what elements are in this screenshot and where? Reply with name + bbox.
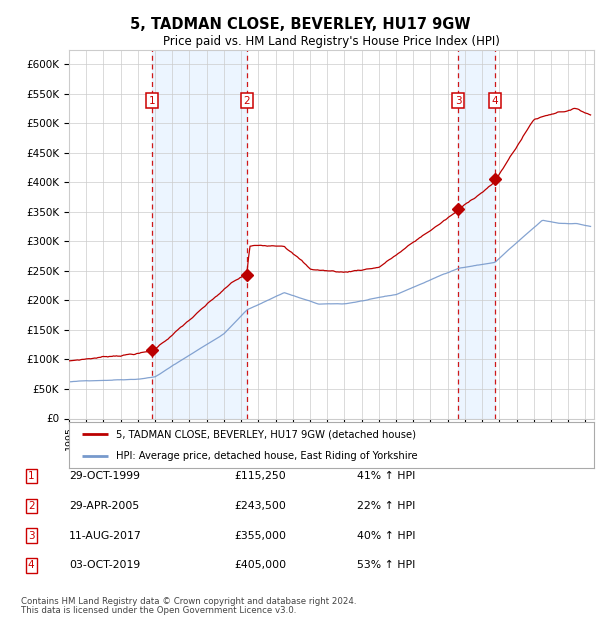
- Text: 53% ↑ HPI: 53% ↑ HPI: [357, 560, 415, 570]
- Text: £405,000: £405,000: [234, 560, 286, 570]
- Text: £243,500: £243,500: [234, 501, 286, 511]
- Bar: [458, 50, 495, 419]
- Text: £355,000: £355,000: [234, 531, 286, 541]
- Text: 11-AUG-2017: 11-AUG-2017: [69, 531, 142, 541]
- Text: 5, TADMAN CLOSE, BEVERLEY, HU17 9GW: 5, TADMAN CLOSE, BEVERLEY, HU17 9GW: [130, 17, 470, 32]
- Text: 2: 2: [28, 501, 35, 511]
- Text: 5, TADMAN CLOSE, BEVERLEY, HU17 9GW (detached house): 5, TADMAN CLOSE, BEVERLEY, HU17 9GW (det…: [116, 429, 416, 439]
- Text: 3: 3: [28, 531, 35, 541]
- Text: £115,250: £115,250: [234, 471, 286, 481]
- Text: 1: 1: [28, 471, 35, 481]
- Bar: [152, 50, 247, 419]
- Text: 1: 1: [149, 95, 155, 105]
- Text: This data is licensed under the Open Government Licence v3.0.: This data is licensed under the Open Gov…: [21, 606, 296, 615]
- Text: 41% ↑ HPI: 41% ↑ HPI: [357, 471, 415, 481]
- Text: 29-OCT-1999: 29-OCT-1999: [69, 471, 140, 481]
- Text: HPI: Average price, detached house, East Riding of Yorkshire: HPI: Average price, detached house, East…: [116, 451, 418, 461]
- Text: 4: 4: [28, 560, 35, 570]
- Text: 4: 4: [492, 95, 499, 105]
- Text: 2: 2: [244, 95, 250, 105]
- Text: 40% ↑ HPI: 40% ↑ HPI: [357, 531, 415, 541]
- Title: Price paid vs. HM Land Registry's House Price Index (HPI): Price paid vs. HM Land Registry's House …: [163, 35, 500, 48]
- Text: 03-OCT-2019: 03-OCT-2019: [69, 560, 140, 570]
- Text: 3: 3: [455, 95, 461, 105]
- Text: 29-APR-2005: 29-APR-2005: [69, 501, 139, 511]
- Text: 22% ↑ HPI: 22% ↑ HPI: [357, 501, 415, 511]
- Text: Contains HM Land Registry data © Crown copyright and database right 2024.: Contains HM Land Registry data © Crown c…: [21, 596, 356, 606]
